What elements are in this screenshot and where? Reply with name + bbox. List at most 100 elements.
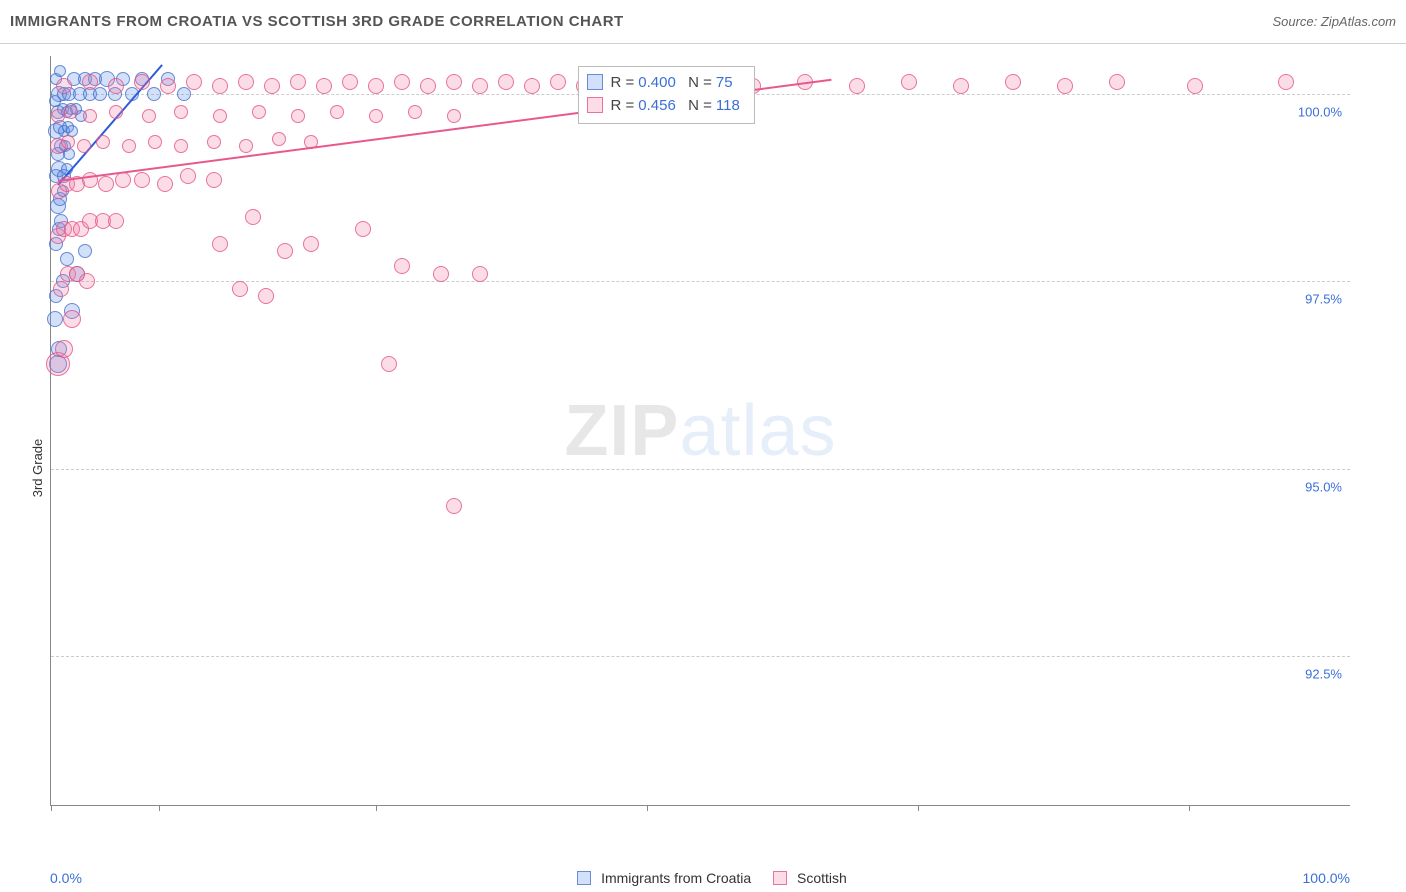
data-point-scottish xyxy=(134,172,150,188)
data-point-scottish xyxy=(61,135,75,149)
data-point-scottish xyxy=(77,139,91,153)
data-point-scottish xyxy=(122,139,136,153)
data-point-scottish xyxy=(433,266,449,282)
data-point-croatia xyxy=(49,95,61,107)
data-point-scottish xyxy=(239,139,253,153)
data-point-croatia xyxy=(47,311,63,327)
stats-r-value-croatia: 0.400 xyxy=(638,74,676,91)
data-point-scottish xyxy=(1057,78,1073,94)
data-point-scottish xyxy=(272,132,286,146)
x-tick xyxy=(159,805,160,811)
data-point-scottish xyxy=(447,109,461,123)
x-tick xyxy=(51,805,52,811)
data-point-croatia xyxy=(78,244,92,258)
bottom-legend: Immigrants from Croatia Scottish xyxy=(0,870,1406,886)
gridline xyxy=(51,281,1350,282)
stats-r-label: R = xyxy=(611,74,635,91)
y-tick-label: 100.0% xyxy=(1296,104,1344,119)
data-point-croatia xyxy=(63,148,75,160)
data-point-scottish xyxy=(901,74,917,90)
data-point-scottish xyxy=(213,109,227,123)
watermark: ZIPatlas xyxy=(564,390,836,472)
stats-r-value-scottish: 0.456 xyxy=(638,97,676,114)
data-point-scottish xyxy=(232,281,248,297)
data-point-scottish xyxy=(446,498,462,514)
stats-swatch-scottish xyxy=(587,97,603,113)
data-point-scottish xyxy=(142,109,156,123)
data-point-scottish xyxy=(1005,74,1021,90)
source-label: Source: ZipAtlas.com xyxy=(1272,14,1396,29)
data-point-scottish xyxy=(82,74,98,90)
stats-row-croatia: R =0.400 N =75 xyxy=(587,72,744,95)
data-point-scottish xyxy=(394,74,410,90)
data-point-scottish xyxy=(53,281,69,297)
data-point-croatia xyxy=(54,65,66,77)
data-point-scottish xyxy=(498,74,514,90)
stats-swatch-croatia xyxy=(587,74,603,90)
chart-area: 3rd Grade ZIPatlas 100.0% 97.5% 95.0% 92.5%… xyxy=(0,44,1406,892)
data-point-croatia xyxy=(93,87,107,101)
data-point-scottish xyxy=(79,273,95,289)
data-point-scottish xyxy=(264,78,280,94)
data-point-scottish xyxy=(174,139,188,153)
data-point-scottish xyxy=(109,105,123,119)
data-point-scottish xyxy=(472,78,488,94)
legend-swatch-croatia xyxy=(577,871,591,885)
data-point-scottish xyxy=(953,78,969,94)
data-point-scottish xyxy=(186,74,202,90)
data-point-scottish xyxy=(277,243,293,259)
data-point-croatia xyxy=(147,87,161,101)
data-point-scottish xyxy=(180,168,196,184)
data-point-scottish xyxy=(157,176,173,192)
data-point-scottish xyxy=(342,74,358,90)
data-point-scottish xyxy=(408,105,422,119)
data-point-scottish xyxy=(316,78,332,94)
data-point-scottish xyxy=(206,172,222,188)
watermark-part1: ZIP xyxy=(564,391,679,471)
gridline xyxy=(51,469,1350,470)
data-point-scottish xyxy=(148,135,162,149)
data-point-croatia xyxy=(60,252,74,266)
data-point-scottish xyxy=(369,109,383,123)
y-tick-label: 97.5% xyxy=(1303,292,1344,307)
data-point-scottish xyxy=(472,266,488,282)
data-point-scottish xyxy=(1187,78,1203,94)
stats-n-label: N = xyxy=(688,97,712,114)
y-tick-label: 92.5% xyxy=(1303,667,1344,682)
data-point-scottish xyxy=(108,213,124,229)
data-point-scottish xyxy=(174,105,188,119)
data-point-scottish xyxy=(381,356,397,372)
data-point-scottish xyxy=(550,74,566,90)
data-point-scottish xyxy=(849,78,865,94)
data-point-scottish xyxy=(207,135,221,149)
data-point-scottish xyxy=(96,135,110,149)
data-point-scottish xyxy=(303,236,319,252)
data-point-scottish xyxy=(212,78,228,94)
data-point-scottish xyxy=(1278,74,1294,90)
stats-n-label: N = xyxy=(688,74,712,91)
y-tick-label: 95.0% xyxy=(1303,479,1344,494)
data-point-scottish xyxy=(160,78,176,94)
data-point-scottish xyxy=(63,310,81,328)
data-point-scottish xyxy=(212,236,228,252)
data-point-scottish xyxy=(290,74,306,90)
y-axis-label: 3rd Grade xyxy=(30,439,45,498)
data-point-scottish xyxy=(238,74,254,90)
stats-n-value-scottish: 118 xyxy=(716,97,740,114)
data-point-scottish xyxy=(420,78,436,94)
data-point-scottish xyxy=(64,105,78,119)
data-point-scottish xyxy=(51,109,65,123)
data-point-scottish xyxy=(134,74,150,90)
x-tick xyxy=(1189,805,1190,811)
data-point-scottish xyxy=(368,78,384,94)
chart-header: IMMIGRANTS FROM CROATIA VS SCOTTISH 3RD … xyxy=(0,0,1406,44)
stats-legend: R =0.400 N =75R =0.456 N =118 xyxy=(578,66,755,124)
data-point-scottish xyxy=(330,105,344,119)
legend-label-croatia: Immigrants from Croatia xyxy=(601,870,751,886)
x-tick xyxy=(376,805,377,811)
stats-n-value-croatia: 75 xyxy=(716,74,733,91)
data-point-scottish xyxy=(291,109,305,123)
legend-label-scottish: Scottish xyxy=(797,870,847,886)
data-point-scottish xyxy=(258,288,274,304)
x-tick xyxy=(647,805,648,811)
